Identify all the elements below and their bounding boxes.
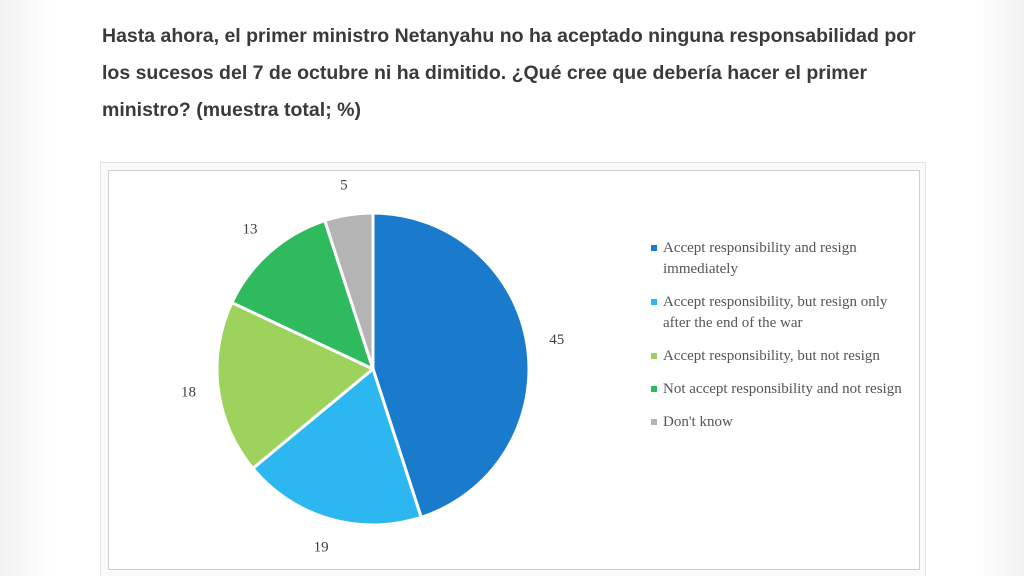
pie-slice-3: [215, 301, 375, 470]
legend-label-5: Don't know: [663, 414, 733, 430]
data-label-3: 18: [181, 384, 196, 400]
legend-item-2: Accept responsibility, but resign only a…: [651, 292, 911, 334]
legend-swatch-2: [651, 299, 657, 305]
legend-label-3: Accept responsibility, but not resign: [663, 348, 880, 364]
legend-label-1: Accept responsibility and resign immedia…: [663, 240, 857, 277]
legend-label-4: Not accept responsibility and not resign: [663, 381, 902, 397]
legend-swatch-4: [651, 386, 657, 392]
legend-item-3: Accept responsibility, but not resign: [651, 346, 911, 367]
legend-label-2: Accept responsibility, but resign only a…: [663, 294, 888, 331]
data-label-1: 45: [549, 332, 564, 348]
legend-item-1: Accept responsibility and resign immedia…: [651, 238, 911, 280]
question-text: Hasta ahora, el primer ministro Netanyah…: [102, 25, 916, 121]
pie-data-labels: 45 19 18 13 5: [181, 177, 564, 555]
pie-slice-2: [251, 367, 423, 527]
data-label-4: 13: [243, 222, 258, 238]
pie-slice-4: [230, 219, 375, 371]
pie-slice-1: [371, 211, 531, 519]
chart-legend: Accept responsibility and resign immedia…: [651, 238, 911, 445]
pie-slice-5: [323, 211, 375, 371]
legend-swatch-3: [651, 353, 657, 359]
page-edge-right: [976, 0, 1024, 576]
data-label-5: 5: [340, 177, 348, 193]
data-label-2: 19: [314, 540, 329, 556]
legend-swatch-1: [651, 245, 657, 251]
pie-slices: [215, 211, 531, 527]
legend-item-5: Don't know: [651, 412, 911, 433]
legend-swatch-5: [651, 419, 657, 425]
page-edge-left: [0, 0, 52, 576]
legend-item-4: Not accept responsibility and not resign: [651, 379, 911, 400]
